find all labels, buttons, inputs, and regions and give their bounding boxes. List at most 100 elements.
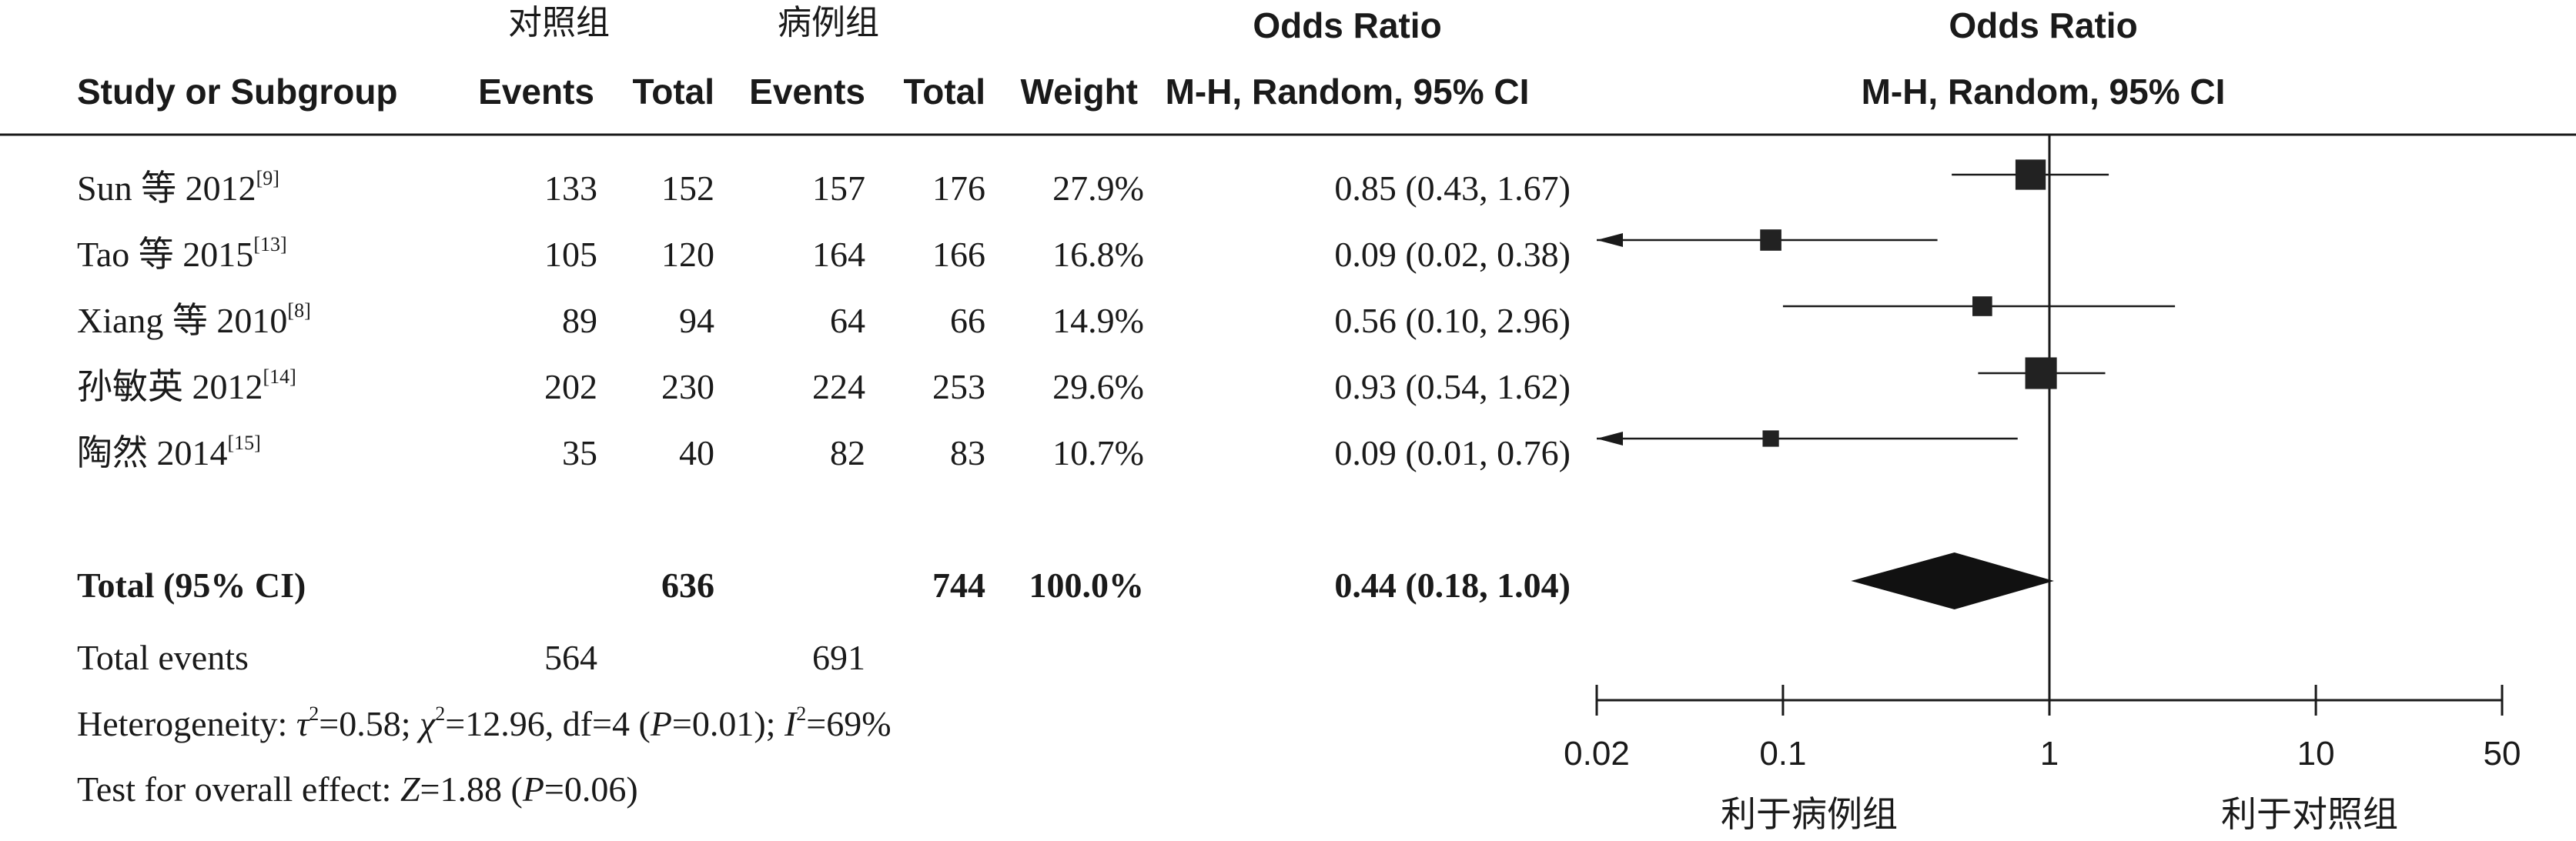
study-marker (2015, 159, 2046, 190)
events1-header: Events (478, 72, 594, 112)
study-events2: 224 (812, 367, 865, 406)
or-plot-method: M-H, Random, 95% CI (1861, 72, 2226, 112)
total-total2: 744 (932, 566, 985, 605)
or-table-method: M-H, Random, 95% CI (1165, 72, 1530, 112)
total2-header: Total (903, 72, 985, 112)
study-events2: 82 (830, 433, 865, 472)
study-ci: 0.85 (0.43, 1.67) (1334, 169, 1571, 208)
study-name-text: Xiang 等 2010 (77, 301, 288, 340)
study-reference: [8] (287, 299, 311, 322)
i-symbol: I (784, 704, 797, 743)
study-total1: 120 (661, 235, 714, 274)
study-events1: 89 (562, 301, 597, 340)
study-name: 陶然 2014[15] (77, 433, 261, 472)
favors-left-label: 利于病例组 (1721, 793, 1898, 835)
study-events1: 133 (544, 169, 597, 208)
study-name: 孙敏英 2012[14] (77, 367, 296, 406)
total-ci: 0.44 (0.18, 1.04) (1334, 566, 1571, 605)
weight-header: Weight (1020, 72, 1138, 112)
i-sup: 2 (796, 703, 807, 725)
study-name-text: Sun 等 2012 (77, 169, 256, 208)
ci-arrow (1597, 432, 1623, 446)
chi-symbol: χ (420, 704, 436, 743)
study-name: Tao 等 2015[13] (77, 235, 287, 274)
p-symbol: P (522, 769, 544, 809)
study-name: Sun 等 2012[9] (77, 169, 279, 208)
study-total1: 94 (679, 301, 714, 340)
total-total1: 636 (661, 566, 714, 605)
study-marker (1760, 229, 1781, 251)
study-events2: 164 (812, 235, 865, 274)
x-tick-label: 1 (2039, 735, 2059, 773)
study-weight: 16.8% (1052, 235, 1144, 274)
group2-header: 病例组 (778, 3, 879, 42)
overall-effect: Test for overall effect: Z=1.88 (P=0.06) (77, 772, 638, 807)
study-name-text: Tao 等 2015 (77, 235, 254, 274)
study-reference: [14] (263, 365, 296, 388)
total-events-label: Total events (77, 638, 249, 677)
study-events1: 202 (544, 367, 597, 406)
study-total1: 230 (661, 367, 714, 406)
study-marker (1972, 296, 1992, 316)
study-events2: 157 (812, 169, 865, 208)
study-reference: [9] (256, 167, 279, 189)
study-name: Xiang 等 2010[8] (77, 301, 311, 340)
study-ci: 0.09 (0.01, 0.76) (1334, 433, 1571, 472)
p1-value: =0.01); (671, 704, 785, 743)
study-total2: 166 (932, 235, 985, 274)
overall-prefix: Test for overall effect: (77, 769, 400, 809)
total-weight: 100.0% (1029, 566, 1145, 605)
x-tick-label: 50 (2483, 735, 2521, 773)
x-tick-label: 10 (2297, 735, 2335, 773)
x-tick-label: 0.1 (1759, 735, 1807, 773)
z-symbol: Z (400, 769, 420, 809)
study-column-header: Study or Subgroup (77, 72, 398, 112)
study-name-text: 孙敏英 2012 (77, 367, 263, 406)
study-weight: 10.7% (1052, 433, 1144, 472)
total-events1: 564 (544, 638, 597, 677)
study-ci: 0.93 (0.54, 1.62) (1334, 367, 1571, 406)
study-total1: 40 (679, 433, 714, 472)
z-value: =1.88 ( (420, 769, 523, 809)
study-events2: 64 (830, 301, 865, 340)
total1-header: Total (632, 72, 714, 112)
study-total2: 176 (932, 169, 985, 208)
p-value: =0.06) (544, 769, 638, 809)
chi-value: =12.96, df=4 ( (445, 704, 651, 743)
study-reference: [13] (253, 233, 287, 255)
heterogeneity-stats: Heterogeneity: τ2=0.58; χ2=12.96, df=4 (… (77, 703, 892, 743)
i-value: =69% (806, 704, 892, 743)
study-name-text: 陶然 2014 (77, 433, 228, 472)
events2-header: Events (749, 72, 865, 112)
group1-header: 对照组 (508, 3, 610, 42)
study-reference: [15] (227, 432, 261, 454)
study-marker (1762, 430, 1779, 447)
total-label: Total (95% CI) (77, 566, 306, 605)
tau-value: =0.58; (319, 704, 420, 743)
study-total2: 253 (932, 367, 985, 406)
tau-sup: 2 (309, 703, 319, 725)
study-ci: 0.09 (0.02, 0.38) (1334, 235, 1571, 274)
study-events1: 35 (562, 433, 597, 472)
study-total2: 83 (950, 433, 985, 472)
total-events2: 691 (812, 638, 865, 677)
favors-right-label: 利于对照组 (2221, 793, 2398, 835)
study-weight: 29.6% (1052, 367, 1144, 406)
or-table-title: Odds Ratio (1253, 5, 1442, 45)
x-tick-label: 0.02 (1564, 735, 1630, 773)
study-marker (2025, 357, 2057, 389)
study-weight: 27.9% (1052, 169, 1144, 208)
pooled-diamond (1851, 552, 2054, 609)
het-prefix: Heterogeneity: (77, 704, 296, 743)
p1-symbol: P (650, 704, 672, 743)
tau-symbol: τ (296, 704, 309, 743)
or-plot-title: Odds Ratio (1949, 5, 2138, 45)
study-total2: 66 (950, 301, 985, 340)
ci-arrow (1597, 233, 1623, 247)
study-weight: 14.9% (1052, 301, 1144, 340)
study-total1: 152 (661, 169, 714, 208)
study-ci: 0.56 (0.10, 2.96) (1334, 301, 1571, 340)
chi-sup: 2 (435, 703, 446, 725)
study-events1: 105 (544, 235, 597, 274)
